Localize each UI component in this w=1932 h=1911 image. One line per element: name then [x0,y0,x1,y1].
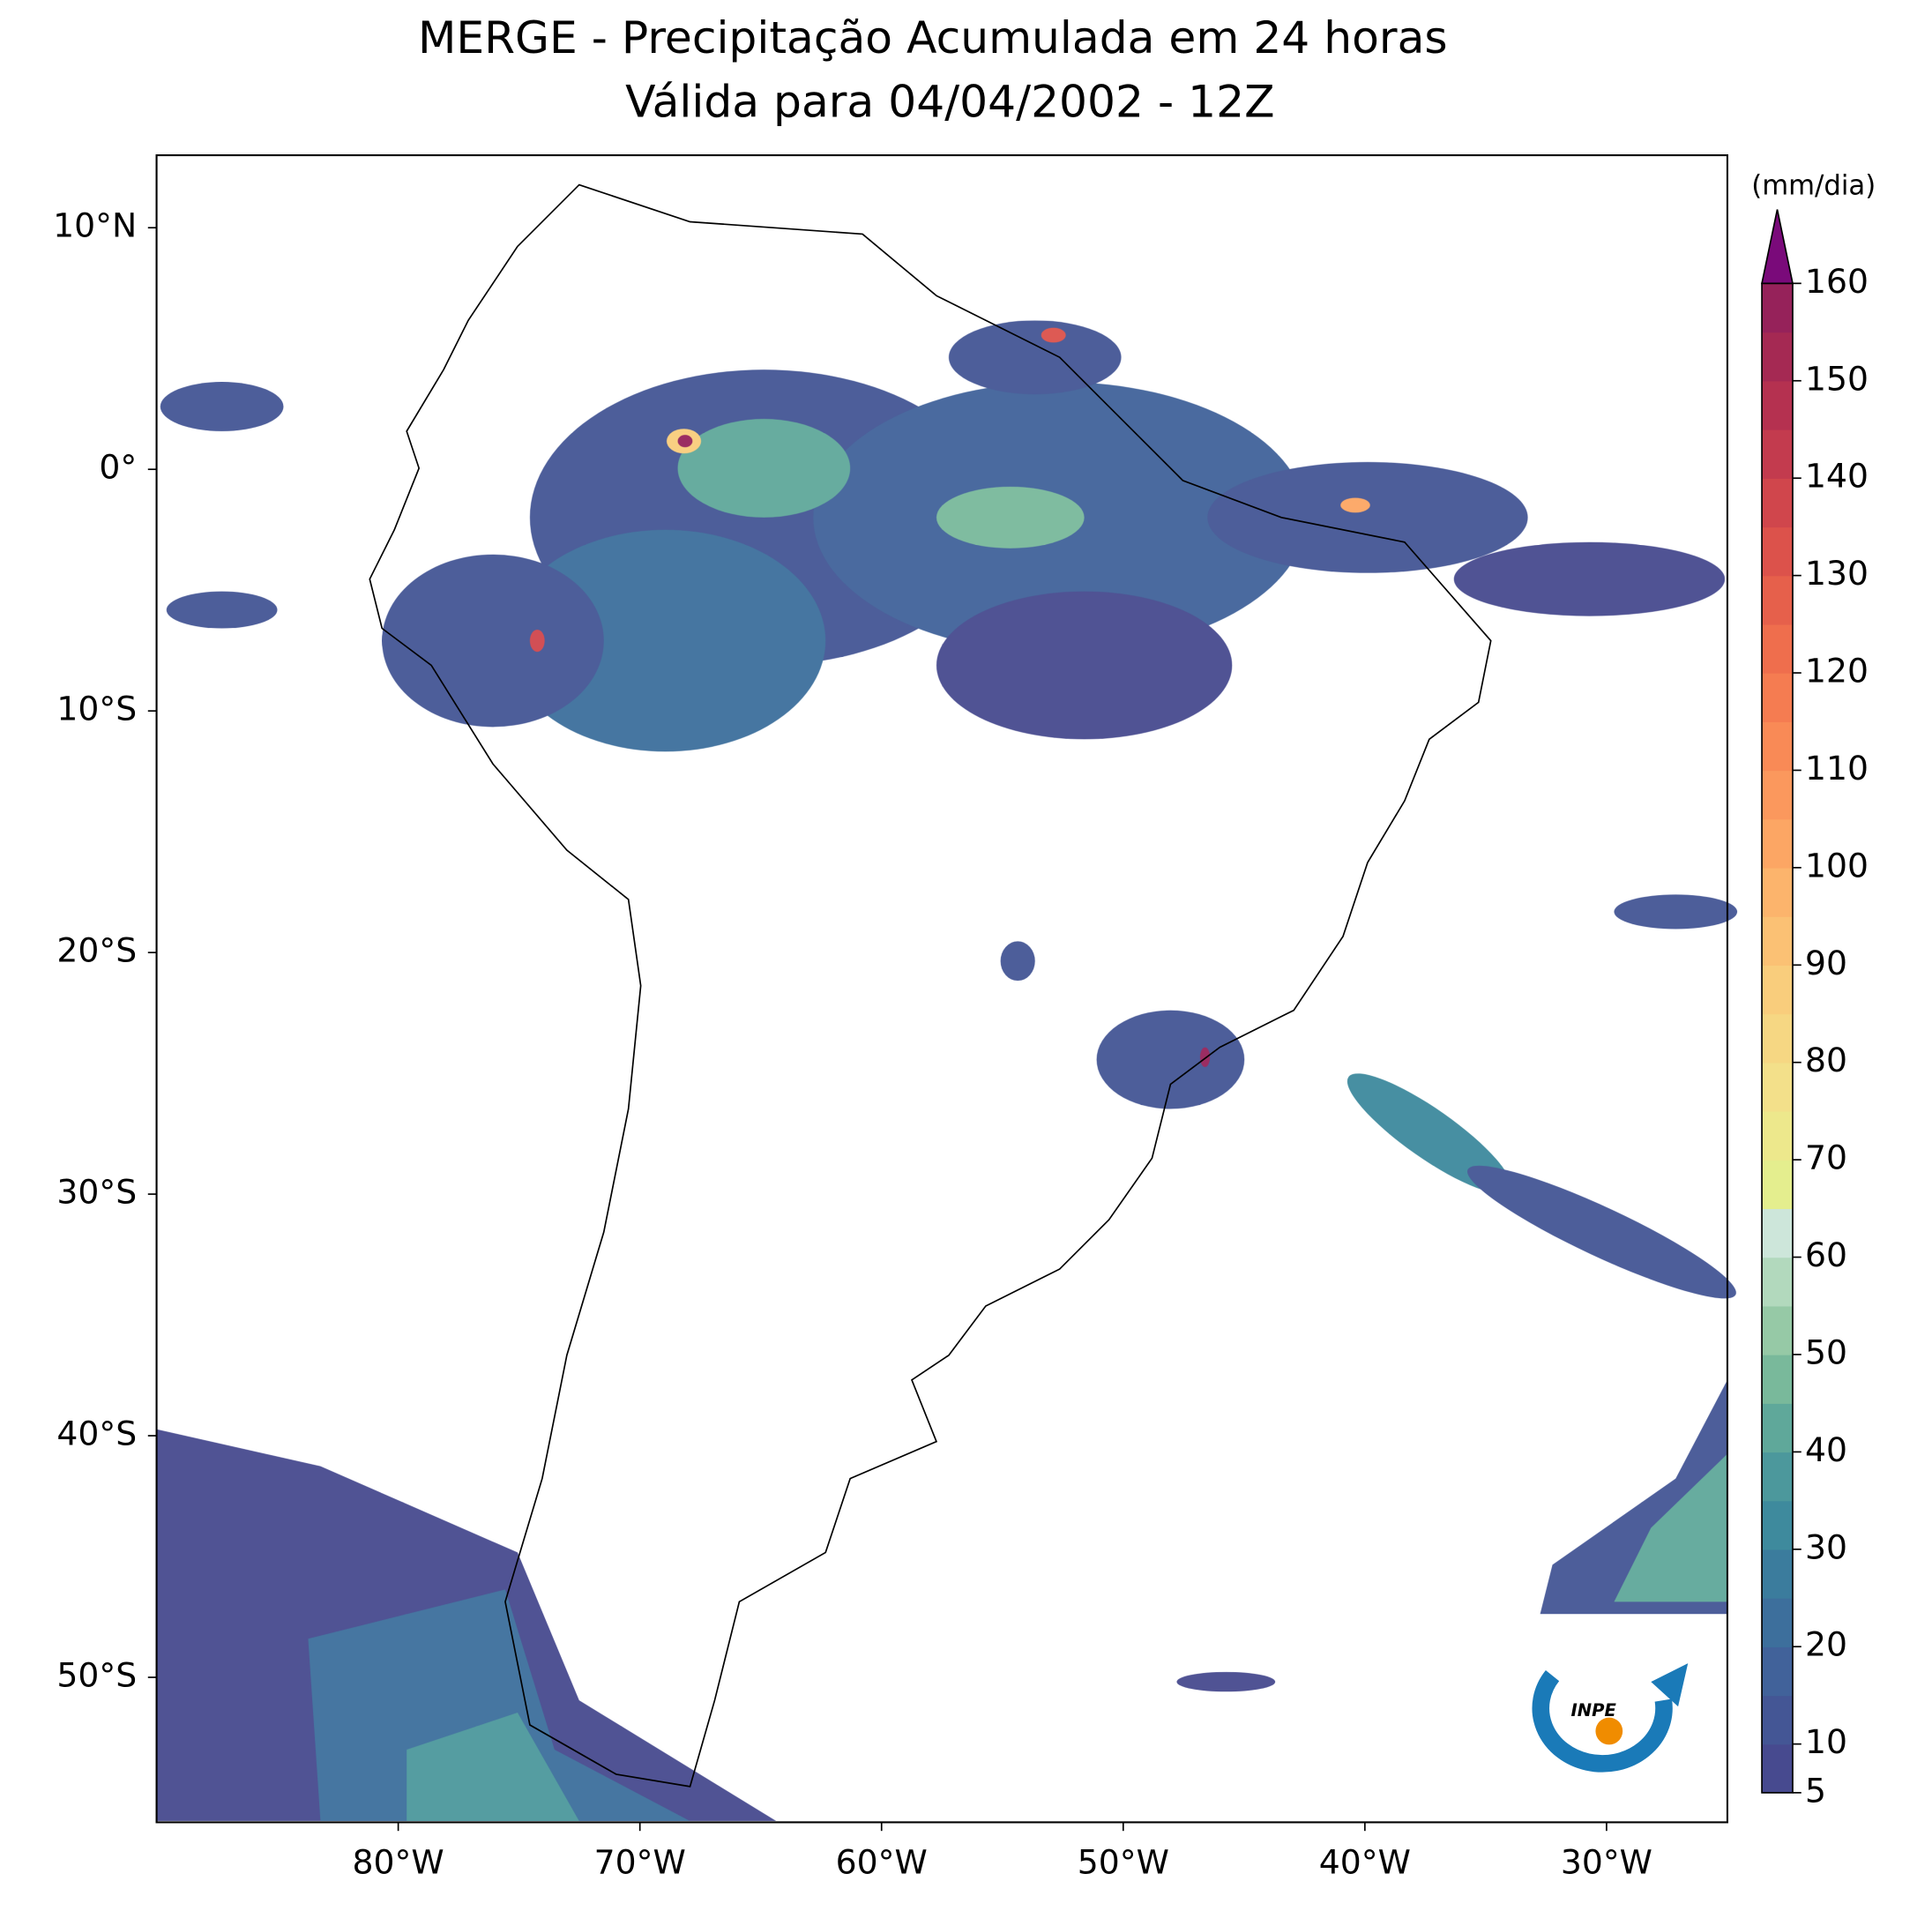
colorbar-segment [1762,1403,1793,1453]
colorbar-label: (mm/dia) [1751,170,1876,202]
colorbar-segment [1762,1743,1793,1794]
colorbar-segment [1762,1549,1793,1599]
y-tick-label: 10°N [53,206,137,245]
colorbar-segment [1762,1500,1793,1550]
colorbar-segment [1762,1452,1793,1502]
colorbar-segment [1762,1257,1793,1307]
colorbar-segment [1762,283,1793,333]
colorbar-segment [1762,770,1793,820]
colorbar-tick-label: 50 [1805,1332,1847,1371]
colorbar-extend [1761,209,1794,285]
colorbar-tick-label: 110 [1805,749,1869,788]
colorbar-segment [1762,1598,1793,1647]
y-tick-label: 10°S [56,690,137,728]
colorbar-tick-label: 60 [1805,1235,1847,1274]
colorbar-segment [1762,1695,1793,1745]
colorbar-tick-label: 10 [1805,1722,1847,1761]
y-tick-label: 30°S [56,1173,137,1212]
colorbar-tick-label: 30 [1805,1527,1847,1566]
y-tick-label: 20°S [56,931,137,970]
title: MERGE - Precipitação Acumulada em 24 hor… [418,11,1448,63]
colorbar-segment [1762,526,1793,577]
colorbar-segment [1762,380,1793,430]
colorbar-tick-label: 140 [1805,457,1869,496]
y-tick-label: 40°S [56,1415,137,1453]
precipitation-field [156,320,1738,1822]
colorbar-segment [1762,673,1793,722]
colorbar-segment [1762,867,1793,917]
x-tick-label: 80°W [353,1842,444,1881]
colorbar-segment [1762,1354,1793,1404]
colorbar-tick-label: 160 [1805,262,1869,301]
colorbar-tick-label: 20 [1805,1625,1847,1664]
colorbar-tick-label: 5 [1805,1771,1826,1810]
colorbar-tick-label: 90 [1805,944,1847,982]
colorbar-segment [1762,1013,1793,1064]
colorbar-segment [1762,721,1793,772]
x-tick-label: 40°W [1319,1842,1411,1881]
colorbar-tick-label: 130 [1805,554,1869,593]
colorbar-tick-label: 80 [1805,1041,1847,1079]
colorbar-segment [1762,818,1793,869]
x-tick-label: 70°W [594,1842,686,1881]
colorbar-tick-label: 40 [1805,1430,1847,1469]
colorbar-tick-label: 150 [1805,359,1869,398]
colorbar-segment [1762,575,1793,625]
map-frame [155,153,1728,1824]
logo: INPE [1521,1616,1709,1774]
y-tick-label: 0° [99,448,137,487]
colorbar-segment [1762,332,1793,382]
colorbar-segment [1762,1062,1793,1112]
colorbar-segment [1762,1305,1793,1355]
x-tick-label: 30°W [1561,1842,1652,1881]
svg-text:INPE: INPE [1571,1700,1617,1721]
coastline [369,183,1492,1788]
y-tick-label: 50°S [56,1656,137,1695]
colorbar-segment [1762,1208,1793,1258]
x-tick-label: 60°W [836,1842,928,1881]
colorbar-segment [1762,478,1793,528]
x-tick-label: 50°W [1078,1842,1169,1881]
colorbar-segment [1762,623,1793,674]
colorbar-tick-label: 70 [1805,1138,1847,1177]
colorbar-segment [1762,1110,1793,1161]
colorbar-segment [1762,965,1793,1015]
colorbar-segment [1762,1160,1793,1210]
colorbar-segment [1762,429,1793,479]
subtitle: Válida para 04/04/2002 - 12Z [625,76,1275,128]
colorbar-frame [1761,282,1794,1794]
colorbar-segment [1762,916,1793,966]
colorbar-tick-label: 120 [1805,652,1869,690]
colorbar-tick-label: 100 [1805,846,1869,885]
colorbar-segment [1762,1646,1793,1697]
